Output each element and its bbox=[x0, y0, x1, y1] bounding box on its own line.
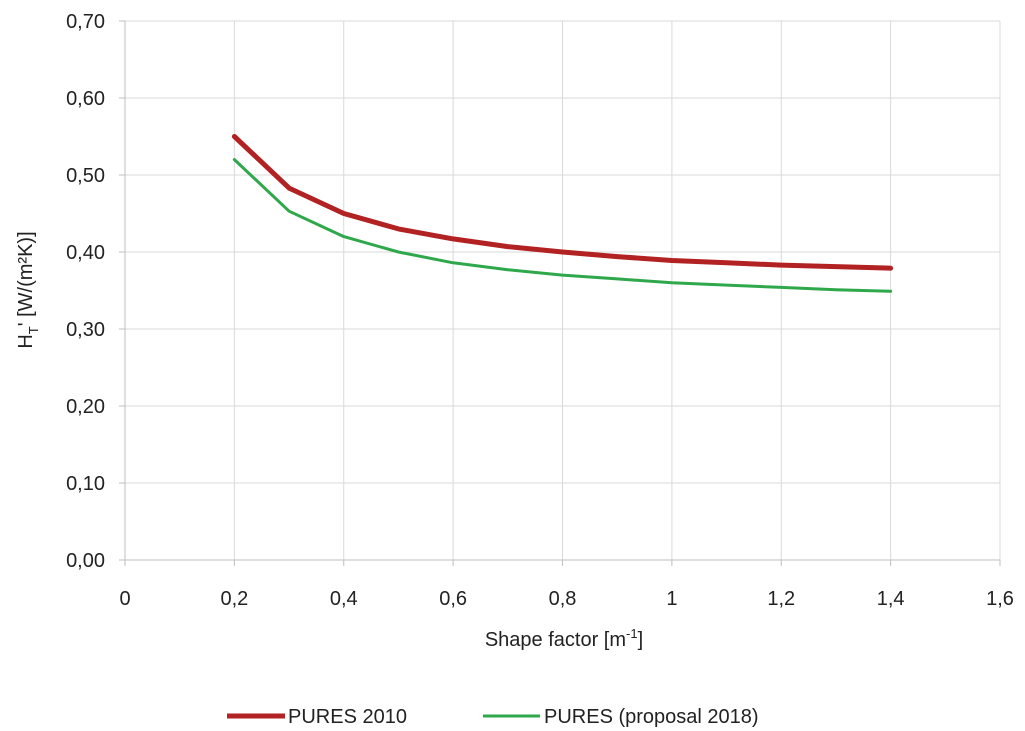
x-tick-label: 0,2 bbox=[220, 588, 248, 610]
y-tick-label: 0,30 bbox=[66, 319, 105, 341]
y-tick-label: 0,20 bbox=[66, 396, 105, 418]
x-tick-label: 1,2 bbox=[767, 588, 795, 610]
y-tick-labels: 0,00 0,10 0,20 0,30 0,40 0,50 0,60 0,70 bbox=[66, 11, 105, 572]
series-line-pures-2010 bbox=[231, 134, 894, 271]
series-lines bbox=[231, 134, 894, 293]
y-axis-title: HT' [W/(m²K)] bbox=[15, 231, 41, 348]
y-tick-label: 0,10 bbox=[66, 473, 105, 495]
x-axis-title: Shape factor [m-1] bbox=[485, 626, 643, 651]
y-tick-label: 0,60 bbox=[66, 88, 105, 110]
x-tick-label: 1,4 bbox=[877, 588, 905, 610]
x-tick-label: 0,4 bbox=[330, 588, 358, 610]
y-tick-label: 0,00 bbox=[66, 550, 105, 572]
y-tick-label: 0,50 bbox=[66, 165, 105, 187]
legend: PURES 2010 PURES (proposal 2018) bbox=[227, 706, 759, 728]
x-tick-label: 0,8 bbox=[549, 588, 577, 610]
x-tick-label: 1,6 bbox=[986, 588, 1014, 610]
x-tick-label: 0 bbox=[119, 588, 130, 610]
x-tick-labels: 0 0,2 0,4 0,6 0,8 1 1,2 1,4 1,6 bbox=[119, 588, 1013, 610]
series-line-pures-proposal-2018 bbox=[232, 158, 893, 293]
y-tick-label: 0,70 bbox=[66, 11, 105, 33]
legend-label-pures-proposal-2018: PURES (proposal 2018) bbox=[544, 706, 759, 728]
x-tick-label: 1 bbox=[666, 588, 677, 610]
legend-label-pures-2010: PURES 2010 bbox=[288, 706, 407, 728]
x-tick-label: 0,6 bbox=[439, 588, 467, 610]
axes bbox=[119, 20, 1001, 566]
y-tick-label: 0,40 bbox=[66, 242, 105, 264]
